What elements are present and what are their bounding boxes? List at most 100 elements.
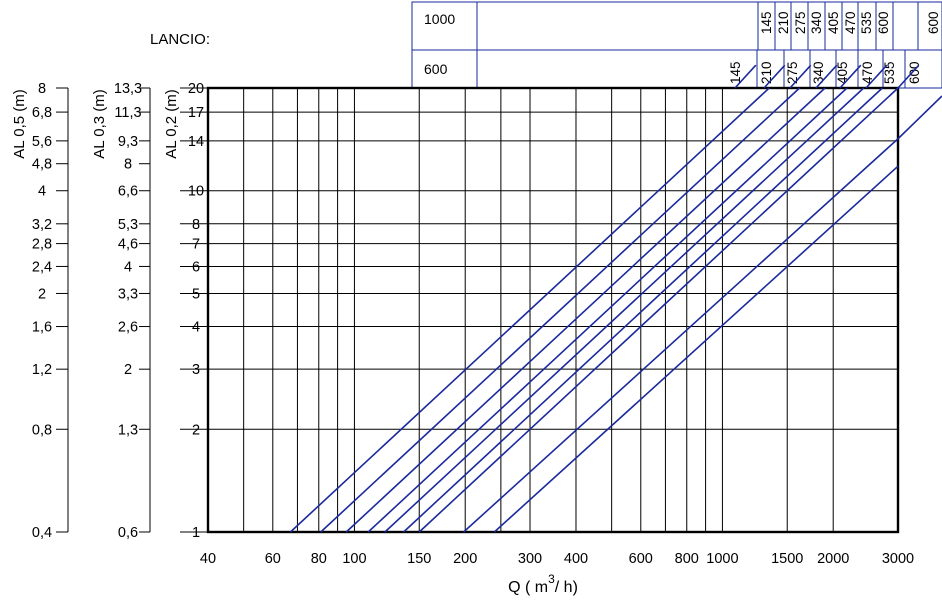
series-line-600 <box>493 165 899 533</box>
series-extension <box>815 64 838 89</box>
header-row1-cell: 535 <box>859 11 874 34</box>
lancio-title: LANCIO: <box>150 31 210 48</box>
chart-axes: 40 60 80 100 150 200 300 400 600 800 1000 1500 2000 3… <box>11 81 914 567</box>
series-line-340 <box>367 87 848 533</box>
header-row1-cell: 405 <box>826 11 841 34</box>
y-tick-label: 4 <box>38 184 46 200</box>
x-tick-label: 200 <box>453 551 477 567</box>
y-tick-label: 8 <box>192 217 200 233</box>
x-tick-label: 400 <box>564 551 588 567</box>
y-tick-label: 13,3 <box>114 81 142 97</box>
series-extension-hidden <box>898 96 942 166</box>
series-extension <box>897 64 920 89</box>
x-tick-label: 1000 <box>706 551 738 567</box>
y-axis-title: AL 0,3 (m) <box>91 89 108 158</box>
y-tick-label: 6 <box>192 259 200 275</box>
series-extension <box>789 64 812 89</box>
x-tick-label: 80 <box>311 551 327 567</box>
y-tick-label: 8 <box>124 157 132 173</box>
y-tick-label: 6,8 <box>32 105 52 121</box>
series-line-145 <box>289 87 770 533</box>
series-line-470 <box>403 87 883 533</box>
header-row1-cell: 275 <box>793 11 808 34</box>
x-tick-label: 3000 <box>882 551 914 567</box>
x-tick-label: 600 <box>629 551 653 567</box>
x-tick-label: 2000 <box>817 551 849 567</box>
y-tick-label: 14 <box>188 134 204 150</box>
y-tick-label: 3,2 <box>32 217 52 233</box>
series-line-600 <box>463 138 899 533</box>
x-tick-label: 800 <box>675 551 699 567</box>
y-tick-label: 4,8 <box>32 157 52 173</box>
y-tick-label: 0,6 <box>118 525 138 541</box>
header-row1-cell-last: 600 <box>926 11 941 34</box>
y-tick-label: 1,6 <box>32 320 52 336</box>
header-row1-cell: 470 <box>843 11 858 34</box>
y-axis-title: AL 0,5 (m) <box>11 89 28 158</box>
series-extension <box>763 64 786 89</box>
y-tick-label: 6,6 <box>118 184 138 200</box>
y-tick-label: 10 <box>188 184 204 200</box>
lancio-header: LANCIO: 1000 600 145 210 275 340 405 470 535 60… <box>150 1 942 89</box>
y-tick-label: 9,3 <box>118 134 138 150</box>
y-axis-title: AL 0,2 (m) <box>163 89 180 158</box>
y-tick-label: 2,8 <box>32 237 52 253</box>
header-row1-cell: 145 <box>759 11 774 34</box>
y-tick-label: 2 <box>192 422 200 438</box>
chart-grid <box>206 86 900 534</box>
y-tick-label: 2,4 <box>32 259 52 275</box>
series-line-210 <box>320 87 801 533</box>
series-line-535 <box>418 87 899 533</box>
x-axis-label: Q ( m3/ h) <box>508 572 578 596</box>
header-row2-label: 600 <box>424 61 448 77</box>
y-tick-label: 5,3 <box>118 217 138 233</box>
series-extension <box>897 95 942 140</box>
y-tick-label: 0,4 <box>32 525 52 541</box>
header-row2-cell: 535 <box>882 61 897 84</box>
header-row2-cell: 600 <box>907 61 922 84</box>
y-tick-label: 11,3 <box>114 105 141 121</box>
header-row2-cell: 275 <box>785 61 800 84</box>
y-tick-label: 4,6 <box>118 237 138 253</box>
y-tick-label: 7 <box>192 237 200 253</box>
y-tick-label: 2,6 <box>118 320 138 336</box>
series-extension <box>865 64 888 89</box>
header-row2-cell: 405 <box>835 61 850 84</box>
y-tick-label: 1,3 <box>118 422 138 438</box>
y-tick-label: 4 <box>192 320 200 336</box>
x-tick-label: 1500 <box>771 551 803 567</box>
y-tick-label: 2 <box>38 286 46 302</box>
y-tick-label: 1,2 <box>32 362 52 378</box>
header-row2-cell: 470 <box>860 61 875 84</box>
series-extension <box>839 64 862 89</box>
y-tick-label: 17 <box>188 105 204 121</box>
header-row2-cell: 340 <box>811 61 826 84</box>
series-line-405 <box>384 87 865 533</box>
y-tick-label: 3,3 <box>118 286 138 302</box>
header-row1-cell: 340 <box>809 11 824 34</box>
chart-curves <box>289 64 942 533</box>
header-row1-label: 1000 <box>424 11 455 27</box>
header-row2-cell: 210 <box>759 61 774 84</box>
x-tick-label: 300 <box>518 551 542 567</box>
y-tick-label: 8 <box>38 81 46 97</box>
header-row1-cell: 210 <box>776 11 791 34</box>
x-tick-label: 150 <box>407 551 431 567</box>
series-extension <box>734 64 757 89</box>
y-tick-label: 2 <box>124 362 132 378</box>
y-tick-label: 20 <box>188 81 204 97</box>
header-row1-cell: 600 <box>876 11 891 34</box>
y-tick-label: 5 <box>192 286 200 302</box>
x-tick-label: 40 <box>200 551 216 567</box>
series-line-275 <box>345 87 826 533</box>
y-tick-label: 0,8 <box>32 422 52 438</box>
x-tick-label: 100 <box>342 551 366 567</box>
plot-frame <box>206 86 900 534</box>
x-tick-label: 60 <box>265 551 281 567</box>
y-tick-label: 5,6 <box>32 134 52 150</box>
header-row2-cell: 145 <box>728 61 743 84</box>
y-tick-label: 3 <box>192 362 200 378</box>
y-tick-label: 1 <box>192 525 200 541</box>
